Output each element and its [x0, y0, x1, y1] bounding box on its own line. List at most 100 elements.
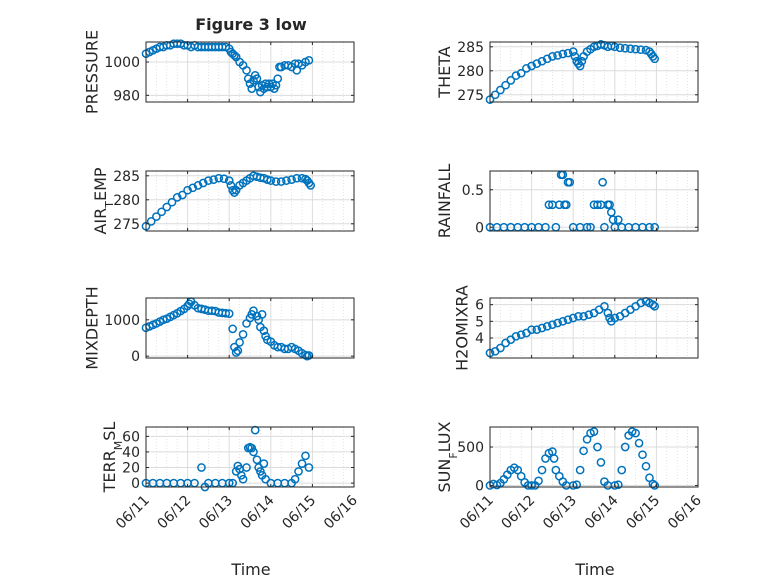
data-point — [575, 61, 585, 71]
y-axis-label: PRESSURE — [83, 30, 102, 114]
x-tick-label: 06/12 — [155, 493, 195, 533]
data-point — [238, 330, 248, 339]
data-point — [620, 43, 630, 53]
axes-frame — [145, 170, 355, 232]
data-point — [634, 438, 644, 448]
data-point — [178, 190, 187, 200]
data-point — [558, 49, 568, 59]
subplot-sun_flux: 06/11 06/12 06/13 06/14 06/15 06/16 0 500SUNFLU… — [435, 421, 705, 532]
y-tick-label: 5 — [475, 314, 484, 330]
data-point — [221, 308, 231, 318]
data-point — [516, 68, 526, 78]
data-point — [568, 313, 578, 323]
data-point — [575, 465, 585, 475]
data-point — [172, 193, 182, 202]
data-point — [252, 74, 262, 84]
y-tick-label: 1000 — [104, 55, 140, 71]
data-point — [282, 176, 291, 185]
data-point — [304, 55, 314, 65]
x-axis-label-left: Time — [230, 560, 270, 579]
data-point — [496, 85, 505, 95]
data-point — [610, 313, 620, 323]
data-point — [228, 324, 238, 334]
subplot-terr_msl: 06/11 06/12 06/13 06/14 06/15 06/16 0204060TER… — [100, 422, 361, 533]
x-tick-label: 06/12 — [499, 493, 539, 533]
axes-frame — [489, 426, 699, 488]
y-tick-label: 285 — [113, 169, 140, 185]
data-point — [233, 346, 243, 356]
y-tick-label: 285 — [457, 40, 484, 56]
data-point — [252, 455, 262, 465]
x-tick-label: 06/11 — [113, 493, 153, 533]
axes-frame — [145, 426, 355, 488]
data-point — [548, 320, 557, 330]
data-point — [292, 173, 302, 183]
x-tick-label: 06/13 — [196, 493, 236, 533]
data-point — [257, 310, 267, 319]
data-point — [563, 48, 573, 58]
data-point — [600, 301, 609, 311]
data-point — [641, 461, 651, 471]
data-point — [522, 64, 531, 73]
y-tick-label: 20 — [122, 461, 140, 477]
y-tick-label: 0 — [475, 220, 484, 236]
data-point — [287, 175, 296, 184]
data-point — [527, 481, 536, 490]
data-point — [553, 318, 562, 328]
data-point — [563, 315, 573, 325]
data-point — [516, 330, 526, 340]
data-point — [615, 43, 625, 53]
data-point — [152, 212, 161, 221]
data-point — [617, 465, 627, 475]
y-tick-label: 0 — [131, 476, 140, 492]
data-point — [243, 74, 253, 84]
data-point — [598, 177, 608, 187]
data-point — [542, 54, 552, 64]
x-tick-label: 06/15 — [623, 493, 663, 533]
y-tick-label: 1000 — [104, 313, 140, 329]
y-axis-label: RAINFALL — [435, 164, 454, 239]
y-tick-label: 0 — [475, 478, 484, 494]
data-point — [506, 76, 516, 85]
figure-title: Figure 3 low — [195, 15, 307, 34]
data-point — [226, 181, 236, 190]
data-point — [184, 299, 194, 309]
axes-frame — [145, 297, 355, 359]
data-point — [242, 463, 251, 472]
data-point — [188, 183, 198, 193]
data-point — [231, 348, 241, 357]
x-tick-label: 06/14 — [582, 492, 622, 532]
data-point — [648, 300, 658, 310]
y-tick-label: 275 — [457, 88, 484, 104]
data-point — [549, 454, 559, 463]
data-point — [276, 177, 286, 186]
data-point — [511, 331, 521, 341]
data-point — [214, 173, 224, 183]
data-point — [242, 65, 251, 75]
data-point — [259, 459, 269, 468]
y-tick-label: 980 — [113, 88, 140, 104]
y-axis-label: THETA — [435, 46, 454, 98]
data-point — [294, 467, 303, 476]
data-point — [650, 481, 660, 490]
data-point — [249, 447, 258, 457]
axes-frame — [489, 41, 699, 103]
data-point — [650, 301, 660, 311]
y-axis-label: SUNFLUX — [435, 421, 460, 492]
data-point — [650, 54, 660, 64]
data-point — [219, 174, 229, 184]
data-point — [532, 325, 542, 335]
y-tick-label: 500 — [457, 440, 484, 456]
data-point — [631, 44, 640, 54]
data-point — [297, 459, 307, 468]
x-tick-label: 06/11 — [457, 493, 497, 533]
data-point — [579, 446, 588, 456]
data-point — [631, 428, 640, 438]
data-point — [290, 474, 300, 484]
data-point — [273, 74, 283, 84]
